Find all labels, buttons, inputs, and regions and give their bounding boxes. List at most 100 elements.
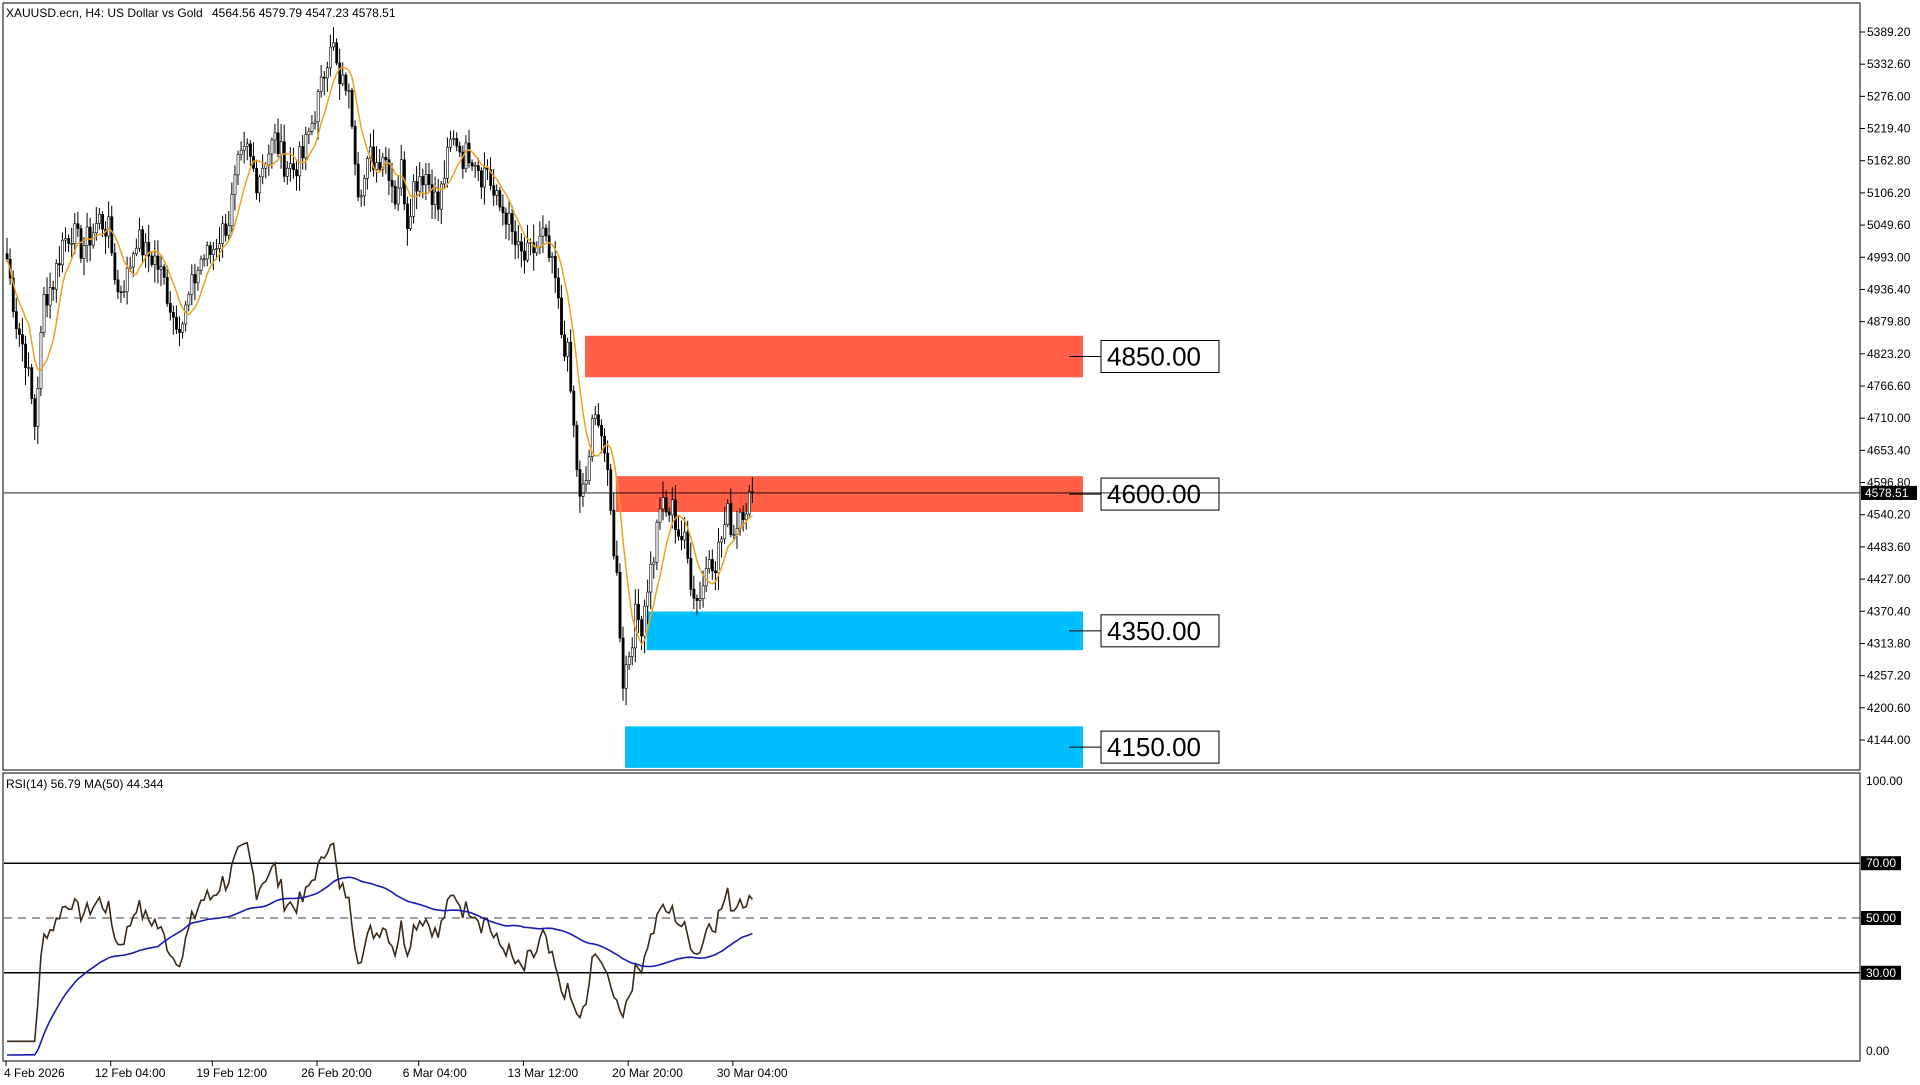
candle-body	[446, 146, 449, 179]
candle-body	[532, 242, 536, 254]
candle-body	[489, 169, 493, 187]
candle-body	[387, 159, 391, 181]
candle-body	[326, 67, 329, 79]
price-tick-label: 4766.60	[1867, 379, 1911, 393]
candle-body	[593, 414, 597, 419]
rsi-panel-frame	[2, 772, 1861, 1062]
candle-body	[335, 42, 339, 64]
candle-body	[621, 637, 625, 689]
candle-body	[412, 181, 416, 217]
price-tick-label: 4144.00	[1867, 733, 1911, 747]
price-panel-frame	[2, 2, 1861, 771]
candle-body	[507, 213, 511, 225]
candle-body	[455, 138, 459, 147]
candle-body	[144, 242, 148, 256]
ohlc-readout: 4564.56 4579.79 4547.23 4578.51	[212, 6, 396, 20]
candle-body	[162, 266, 166, 278]
candle-body	[698, 598, 702, 601]
candle-body	[372, 146, 376, 170]
candle-body	[42, 294, 46, 333]
candle-body	[430, 184, 434, 206]
candle-body	[550, 256, 554, 258]
candle-body	[21, 334, 24, 345]
candle-body	[356, 163, 360, 198]
candle-body	[578, 469, 582, 497]
candle-body	[27, 367, 31, 369]
candle-body	[526, 242, 530, 261]
candle-body	[153, 255, 157, 265]
candle-body	[701, 585, 705, 599]
candle-body	[396, 187, 400, 205]
candle-body	[473, 165, 477, 167]
candle-body	[276, 132, 280, 155]
candle-body	[58, 263, 61, 266]
rsi-layer: 100.00 70.00 50.00 30.00 0.00	[4, 774, 1903, 1058]
candle-body	[135, 247, 138, 255]
candle-body	[717, 541, 720, 574]
candle-body	[353, 125, 357, 165]
zone-support	[625, 726, 1083, 768]
candle-body	[563, 334, 566, 357]
candle-body	[658, 508, 662, 523]
candle-body	[399, 159, 403, 189]
price-tick-label: 4370.40	[1867, 604, 1911, 618]
candle-body	[131, 253, 135, 268]
candle-body	[587, 456, 591, 481]
price-tick-label: 5276.00	[1867, 89, 1911, 103]
candle-body	[116, 279, 120, 293]
candle-body	[744, 513, 748, 520]
time-tick-label: 26 Feb 20:00	[301, 1066, 372, 1080]
candle-body	[615, 555, 619, 573]
symbol-title: XAUUSD.ecn, H4: US Dollar vs Gold	[6, 6, 203, 20]
candle-body	[439, 183, 443, 210]
rsi-tick-label: 0.00	[1866, 1044, 1890, 1058]
candle-body	[483, 167, 486, 188]
candle-body	[292, 163, 295, 170]
zone-support	[646, 611, 1083, 651]
candle-body	[319, 76, 323, 92]
candle-body	[670, 499, 674, 516]
candle-body	[538, 235, 542, 248]
current-price-tag	[1861, 485, 1917, 500]
candle-body	[711, 559, 714, 572]
price-tick-label: 4540.20	[1867, 508, 1911, 522]
candle-body	[655, 521, 659, 563]
candle-body	[520, 241, 523, 252]
candle-body	[606, 452, 610, 470]
rsi-level-tag	[1861, 911, 1901, 925]
rsi-level-label: 50.00	[1866, 911, 1896, 925]
candle-body	[313, 121, 317, 124]
candle-body	[661, 497, 665, 510]
candle-body	[492, 185, 496, 196]
rsi-readout: RSI(14) 56.79 MA(50) 44.344	[6, 777, 164, 791]
candle-body	[467, 142, 471, 164]
candle-body	[245, 143, 249, 147]
candle-body	[30, 367, 34, 399]
candles-layer	[5, 27, 754, 706]
candle-body	[427, 174, 431, 185]
zone-label-box	[1100, 477, 1220, 511]
candle-body	[73, 223, 77, 244]
candle-body	[600, 424, 603, 437]
candle-body	[249, 143, 252, 157]
candle-body	[45, 294, 49, 306]
candle-body	[85, 226, 89, 246]
candle-body	[338, 62, 342, 85]
candle-body	[624, 664, 628, 689]
candle-body	[630, 647, 634, 657]
candle-body	[289, 163, 292, 169]
candle-body	[270, 139, 274, 155]
candle-body	[612, 510, 616, 557]
rsi-level-tag	[1861, 965, 1901, 980]
candle-body	[590, 418, 594, 458]
candle-body	[39, 332, 43, 389]
candle-body	[714, 570, 717, 574]
candle-body	[510, 213, 514, 232]
candle-body	[76, 223, 80, 229]
candle-body	[70, 243, 74, 245]
candle-body	[230, 194, 234, 227]
price-tick-label: 4313.80	[1867, 636, 1911, 650]
candle-body	[215, 248, 218, 250]
candle-body	[36, 387, 40, 427]
